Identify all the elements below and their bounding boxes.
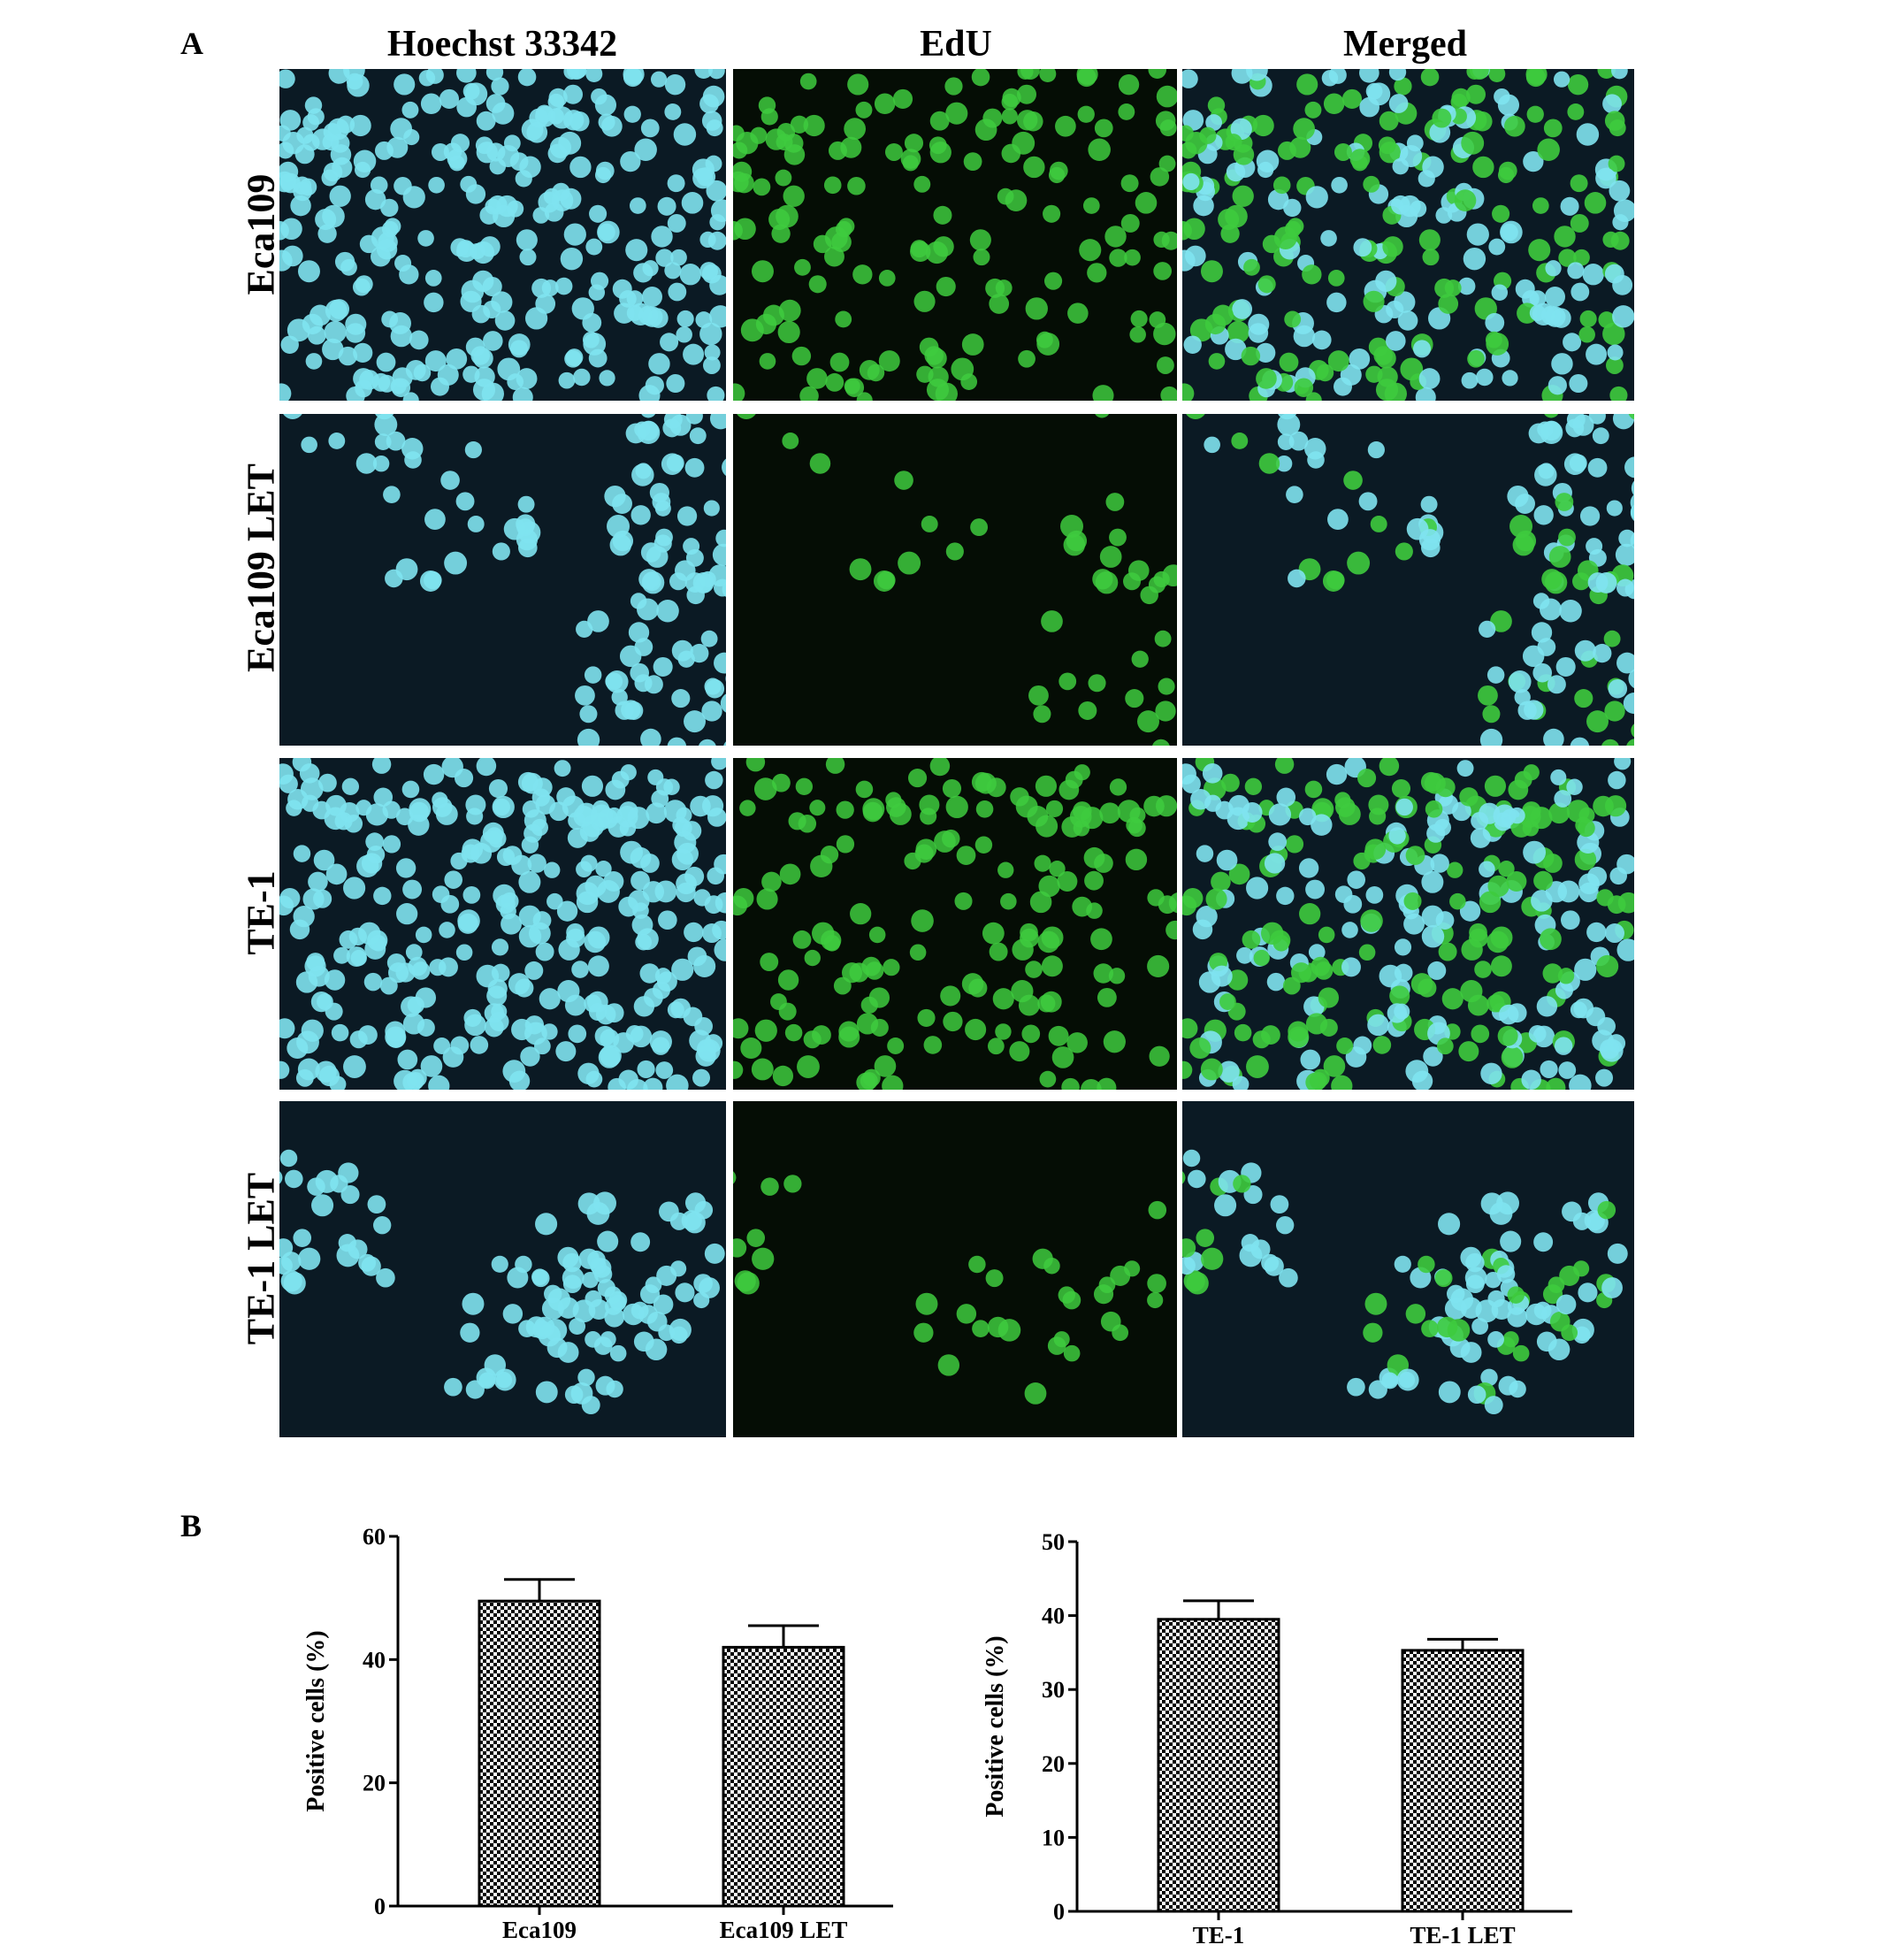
bar-chart-eca109-svg: 0 20 40 60 Positive cells (%) Eca109 Eca109 LE… <box>302 1524 893 1943</box>
x-tick-label: TE-1 <box>1193 1922 1245 1949</box>
row-label-te1: TE-1 <box>239 870 283 955</box>
y-tick-label: 30 <box>1042 1677 1065 1703</box>
y-tick-label: 40 <box>363 1647 386 1673</box>
panel-a-letter: A <box>180 26 203 61</box>
row-label-eca109-let: Eca109 LET <box>239 463 283 672</box>
y-axis-label: Positive cells (%) <box>302 1630 330 1811</box>
micrograph-4-3 <box>1182 1101 1634 1437</box>
bar-chart-te1-svg: 0 10 20 30 40 50 Positive cells (%) TE-1 TE-1 LE… <box>982 1529 1572 1949</box>
micrograph-3-3 <box>1182 758 1634 1090</box>
micrograph-4-1 <box>279 1101 726 1437</box>
panel-b-letter: B <box>180 1508 203 1543</box>
micrograph-2-3 <box>1182 414 1634 746</box>
y-tick-label: 20 <box>1042 1751 1065 1777</box>
bar-te-1 <box>1157 1618 1280 1913</box>
y-tick-label: 0 <box>1053 1899 1065 1925</box>
micrograph-1-1 <box>279 69 726 401</box>
micrograph-2-2 <box>733 414 1177 746</box>
x-tick-label: TE-1 LET <box>1410 1922 1515 1949</box>
micrograph-3-2 <box>733 758 1177 1090</box>
micrograph-1-3 <box>1182 69 1634 401</box>
micrograph-3-1 <box>279 758 726 1090</box>
y-tick-label: 50 <box>1042 1529 1065 1555</box>
bar-te-1-let <box>1401 1649 1525 1913</box>
row-label-te1-let: TE-1 LET <box>239 1172 283 1345</box>
bar-chart-te1: 0 10 20 30 40 50 Positive cells (%) TE-1 TE-1 LE… <box>971 1509 1590 1951</box>
bar-eca109-let <box>722 1645 845 1908</box>
bar-eca109 <box>478 1599 601 1908</box>
column-header-merged: Merged <box>1343 24 1467 65</box>
y-tick-label: 60 <box>363 1524 386 1550</box>
x-tick-label: Eca109 LET <box>720 1917 848 1943</box>
y-tick-label: 0 <box>374 1894 386 1919</box>
micrograph-4-2 <box>733 1101 1177 1437</box>
column-header-edu: EdU <box>920 24 992 65</box>
micrograph-2-1 <box>279 414 726 746</box>
y-tick-label: 10 <box>1042 1825 1065 1850</box>
bar-chart-eca109: 0 20 40 60 Positive cells (%) Eca109 Eca109 LE… <box>292 1504 911 1946</box>
column-header-hoechst: Hoechst 33342 <box>386 24 618 65</box>
row-label-eca109: Eca109 <box>239 173 283 295</box>
y-tick-label: 40 <box>1042 1604 1065 1629</box>
y-tick-label: 20 <box>363 1771 386 1796</box>
micrograph-1-2 <box>733 69 1177 401</box>
x-tick-label: Eca109 <box>502 1917 577 1943</box>
y-axis-label: Positive cells (%) <box>982 1635 1009 1817</box>
